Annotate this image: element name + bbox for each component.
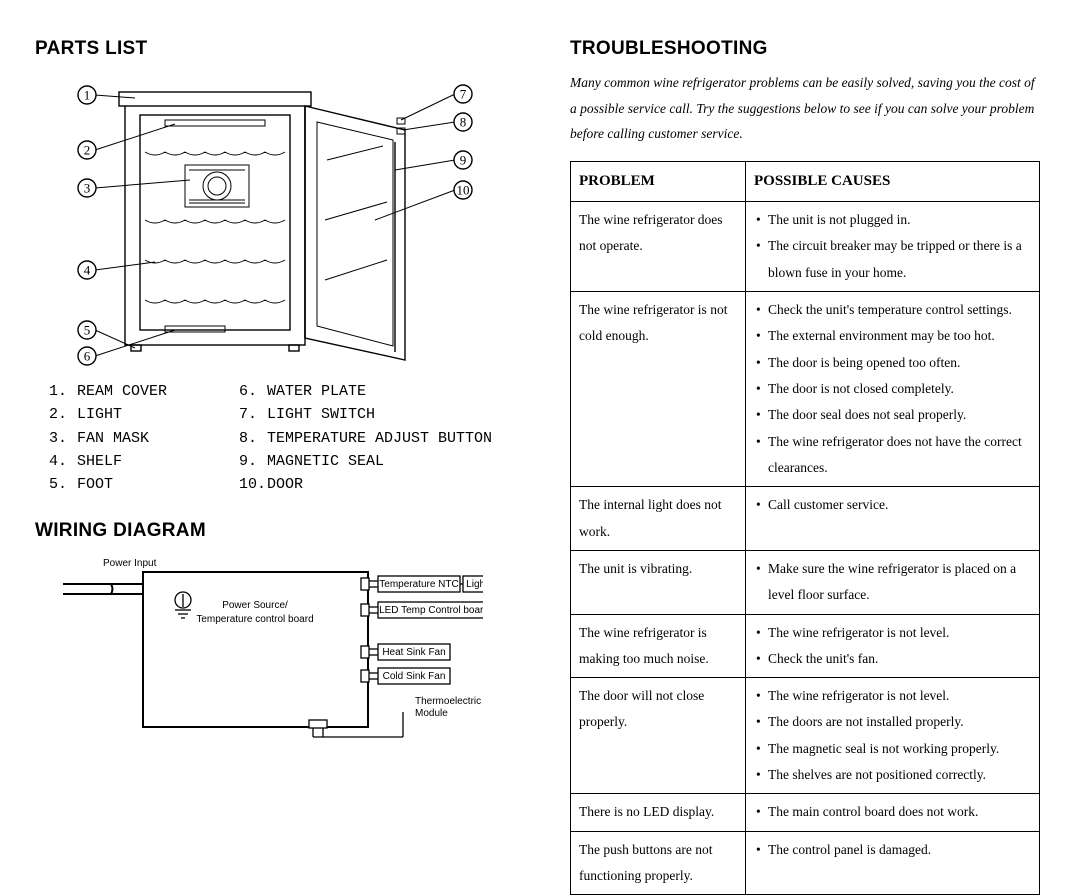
wiring-diagram-heading: WIRING DIAGRAM xyxy=(35,520,510,542)
cause-item: The wine refrigerator is not level. xyxy=(754,683,1031,709)
parts-legend-row: 5.FOOT xyxy=(49,473,239,496)
table-row: The door will not close properly.The win… xyxy=(571,678,1040,794)
wiring-diagram: Power Input Power Source/ Temperature co… xyxy=(43,552,483,742)
callout-10: 10 xyxy=(375,181,472,220)
parts-legend-row: 8.TEMPERATURE ADJUST BUTTON xyxy=(239,427,492,450)
problem-cell: The door will not close properly. xyxy=(571,678,746,794)
troubleshooting-table: PROBLEM POSSIBLE CAUSES The wine refrige… xyxy=(570,161,1040,895)
problem-cell: The internal light does not work. xyxy=(571,487,746,551)
svg-text:Module: Module xyxy=(415,708,448,719)
cause-item: The circuit breaker may be tripped or th… xyxy=(754,233,1031,286)
problem-cell: The wine refrigerator is not cold enough… xyxy=(571,292,746,487)
cause-item: The door is being opened too often. xyxy=(754,350,1031,376)
svg-text:Power Source/: Power Source/ xyxy=(222,600,288,611)
cause-item: The control panel is damaged. xyxy=(754,837,1031,863)
cause-item: Make sure the wine refrigerator is place… xyxy=(754,556,1031,609)
th-problem: PROBLEM xyxy=(571,161,746,201)
parts-legend-row: 9.MAGNETIC SEAL xyxy=(239,450,492,473)
svg-text:LED Temp Control board: LED Temp Control board xyxy=(379,605,483,616)
svg-text:Temperature control board: Temperature control board xyxy=(196,614,313,625)
parts-legend: 1.REAM COVER2.LIGHT3.FAN MASK4.SHELF5.FO… xyxy=(49,380,510,496)
causes-cell: The main control board does not work. xyxy=(746,794,1040,831)
table-row: There is no LED display. The main control… xyxy=(571,794,1040,831)
cause-item: The unit is not plugged in. xyxy=(754,207,1031,233)
table-row: The unit is vibrating.Make sure the wine… xyxy=(571,550,1040,614)
parts-legend-col-b: 6.WATER PLATE7.LIGHT SWITCH8.TEMPERATURE… xyxy=(239,380,492,496)
troubleshooting-intro: Many common wine refrigerator problems c… xyxy=(570,70,1040,147)
svg-text:Cold Sink Fan: Cold Sink Fan xyxy=(383,671,446,682)
parts-legend-row: 7.LIGHT SWITCH xyxy=(239,403,492,426)
left-column: PARTS LIST xyxy=(0,0,540,763)
svg-text:Temperature NTC: Temperature NTC xyxy=(379,579,458,590)
parts-diagram: 1 2 3 4 5 6 7 xyxy=(45,70,485,370)
svg-text:6: 6 xyxy=(84,349,91,364)
causes-cell: Check the unit's temperature control set… xyxy=(746,292,1040,487)
svg-text:Heat Sink Fan: Heat Sink Fan xyxy=(382,647,445,658)
problem-cell: The wine refrigerator does not operate. xyxy=(571,202,746,292)
parts-legend-col-a: 1.REAM COVER2.LIGHT3.FAN MASK4.SHELF5.FO… xyxy=(49,380,239,496)
th-causes: POSSIBLE CAUSES xyxy=(746,161,1040,201)
cause-item: Check the unit's fan. xyxy=(754,646,1031,672)
causes-cell: The wine refrigerator is not level.The d… xyxy=(746,678,1040,794)
svg-text:10: 10 xyxy=(457,183,470,198)
cause-item: The main control board does not work. xyxy=(754,799,1031,825)
table-row: The internal light does not work. Call cu… xyxy=(571,487,1040,551)
cause-item: Check the unit's temperature control set… xyxy=(754,297,1031,323)
right-column: TROUBLESHOOTING Many common wine refrige… xyxy=(540,0,1080,763)
cause-item: The magnetic seal is not working properl… xyxy=(754,736,1031,762)
cause-item: The wine refrigerator does not have the … xyxy=(754,429,1031,482)
svg-text:Light: Light xyxy=(466,579,483,590)
troubleshooting-heading: TROUBLESHOOTING xyxy=(570,38,1040,60)
cause-item: The shelves are not positioned correctly… xyxy=(754,762,1031,788)
cause-item: The external environment may be too hot. xyxy=(754,323,1031,349)
svg-text:8: 8 xyxy=(460,115,467,130)
causes-cell: The control panel is damaged. xyxy=(746,831,1040,895)
parts-list-heading: PARTS LIST xyxy=(35,38,510,60)
svg-text:4: 4 xyxy=(84,263,91,278)
cause-item: The door is not closed completely. xyxy=(754,376,1031,402)
cause-item: The doors are not installed properly. xyxy=(754,709,1031,735)
causes-cell: The wine refrigerator is not level.Check… xyxy=(746,614,1040,678)
cause-item: The door seal does not seal properly. xyxy=(754,402,1031,428)
callout-8: 8 xyxy=(403,113,472,131)
svg-text:5: 5 xyxy=(84,323,91,338)
cause-item: The wine refrigerator is not level. xyxy=(754,620,1031,646)
causes-cell: Call customer service. xyxy=(746,487,1040,551)
parts-legend-row: 6.WATER PLATE xyxy=(239,380,492,403)
callout-9: 9 xyxy=(395,151,472,170)
parts-legend-row: 3.FAN MASK xyxy=(49,427,239,450)
svg-text:9: 9 xyxy=(460,153,467,168)
table-row: The wine refrigerator is making too much… xyxy=(571,614,1040,678)
svg-text:Thermoelectric: Thermoelectric xyxy=(415,696,481,707)
troubleshooting-tbody: The wine refrigerator does not operate.T… xyxy=(571,202,1040,895)
problem-cell: There is no LED display. xyxy=(571,794,746,831)
causes-cell: Make sure the wine refrigerator is place… xyxy=(746,550,1040,614)
table-row: The push buttons are not functioning pro… xyxy=(571,831,1040,895)
parts-legend-row: 4.SHELF xyxy=(49,450,239,473)
problem-cell: The push buttons are not functioning pro… xyxy=(571,831,746,895)
cause-item: Call customer service. xyxy=(754,492,1031,518)
causes-cell: The unit is not plugged in.The circuit b… xyxy=(746,202,1040,292)
svg-text:2: 2 xyxy=(84,143,91,158)
table-row: The wine refrigerator is not cold enough… xyxy=(571,292,1040,487)
problem-cell: The wine refrigerator is making too much… xyxy=(571,614,746,678)
svg-text:7: 7 xyxy=(460,87,467,102)
parts-legend-row: 2.LIGHT xyxy=(49,403,239,426)
parts-legend-row: 10.DOOR xyxy=(239,473,492,496)
parts-legend-row: 1.REAM COVER xyxy=(49,380,239,403)
svg-text:3: 3 xyxy=(84,181,91,196)
svg-text:Power Input: Power Input xyxy=(103,558,157,569)
table-row: The wine refrigerator does not operate.T… xyxy=(571,202,1040,292)
problem-cell: The unit is vibrating. xyxy=(571,550,746,614)
svg-text:1: 1 xyxy=(84,88,91,103)
